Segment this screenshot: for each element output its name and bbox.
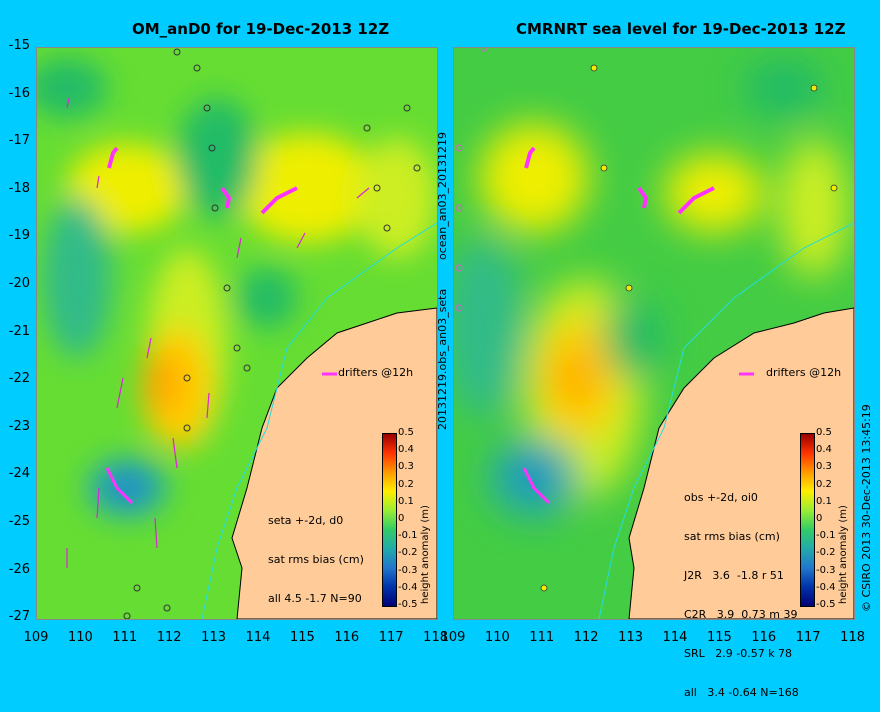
left-vertical-text: 20131219.obs_an03_seta <box>436 288 449 430</box>
y-tick-label: -15 <box>8 38 30 53</box>
colorbar-tick-label: 0.2 <box>816 478 832 490</box>
right-colorbar <box>800 433 815 607</box>
colorbar-tick-label: -0.2 <box>398 547 418 559</box>
left-map-panel <box>36 47 438 620</box>
x-tick-label: 116 <box>751 630 777 645</box>
right-stats-line: sat rms bias (cm) <box>684 530 780 543</box>
colorbar-tick-label: 0.1 <box>816 495 832 507</box>
y-tick-label: -22 <box>8 371 30 387</box>
left-vertical-text-top: ocean_an03_20131219 <box>436 132 449 260</box>
y-tick-label: -18 <box>8 180 30 196</box>
right-panel-title: CMRNRT sea level for 19-Dec-2013 12Z <box>516 20 846 38</box>
colorbar-tick-label: 0.5 <box>816 427 832 438</box>
right-stats-line: obs +-2d, oi0 <box>684 491 758 504</box>
left-stats-line: all 4.5 -1.7 N=90 <box>268 592 362 605</box>
x-tick-label: 110 <box>484 630 510 645</box>
y-tick-label: -20 <box>8 276 30 291</box>
x-tick-label: 117 <box>795 630 821 645</box>
y-tick-label: -16 <box>8 85 30 101</box>
right-stats: obs +-2d, oi0 sat rms bias (cm) J2R 3.6 … <box>684 465 799 712</box>
left-stats-line: seta +-2d, d0 <box>268 514 344 527</box>
colorbar-tick-label: 0 <box>398 513 405 524</box>
x-tick-label: 113 <box>618 630 643 645</box>
x-tick-label: 111 <box>529 630 555 645</box>
colorbar-tick-label: -0.1 <box>398 530 418 542</box>
colorbar-tick-label: 0.1 <box>398 495 414 507</box>
right-stats-line: SRL 2.9 -0.57 k 78 <box>684 647 793 660</box>
left-colorbar <box>382 433 397 607</box>
left-stats: seta +-2d, d0 sat rms bias (cm) all 4.5 … <box>268 488 364 618</box>
colorbar-tick-label: -0.3 <box>816 564 836 576</box>
right-map-panel <box>453 47 855 620</box>
left-panel-title: OM_anD0 for 19-Dec-2013 12Z <box>132 20 390 38</box>
x-tick-label: 112 <box>573 630 599 645</box>
left-map <box>37 48 437 619</box>
x-tick-label: 117 <box>378 630 404 645</box>
y-tick-label: -17 <box>8 133 30 149</box>
x-tick-label: 115 <box>706 630 732 645</box>
colorbar-tick-label: -0.2 <box>816 547 836 559</box>
x-tick-label: 114 <box>245 630 271 645</box>
x-tick-label: 111 <box>112 630 138 645</box>
colorbar-tick-label: 0.2 <box>398 478 414 490</box>
colorbar-tick-label: 0.3 <box>816 461 832 473</box>
right-stats-line: all 3.4 -0.64 N=168 <box>684 686 799 699</box>
y-tick-label: -27 <box>8 609 30 625</box>
colorbar-tick-label: -0.1 <box>816 530 836 542</box>
x-tick-label: 116 <box>334 630 360 645</box>
x-tick-label: 118 <box>840 630 865 645</box>
y-tick-label: -21 <box>8 323 30 339</box>
x-tick-label: 118 <box>423 630 448 645</box>
colorbar-tick-label: -0.4 <box>398 581 418 593</box>
colorbar-tick-label: 0.4 <box>816 444 832 456</box>
colorbar-tick-label: 0.3 <box>398 461 414 473</box>
x-tick-label: 109 <box>440 630 466 645</box>
x-tick-label: 115 <box>289 630 315 645</box>
right-stats-line: C2R 3.9 0.73 m 39 <box>684 608 798 621</box>
colorbar-tick-label: -0.3 <box>398 564 418 576</box>
right-stats-line: J2R 3.6 -1.8 r 51 <box>684 569 784 582</box>
left-stats-line: sat rms bias (cm) <box>268 553 364 566</box>
right-vertical-text: © CSIRO 2013 30-Dec-2013 13:45:19 <box>860 404 873 612</box>
y-tick-label: -25 <box>8 514 30 529</box>
right-colorbar-label: height anomaly (m) <box>838 505 849 604</box>
y-tick-label: -19 <box>8 228 30 244</box>
x-tick-label: 110 <box>67 630 93 645</box>
colorbar-tick-label: 0.4 <box>398 444 414 456</box>
colorbar-tick-label: -0.5 <box>816 599 836 610</box>
colorbar-tick-label: 0.5 <box>398 427 414 438</box>
x-tick-label: 114 <box>662 630 688 645</box>
x-tick-label: 109 <box>23 630 49 645</box>
right-map <box>454 48 854 619</box>
x-tick-label: 112 <box>156 630 182 645</box>
y-tick-label: -24 <box>8 466 30 482</box>
colorbar-tick-label: -0.5 <box>398 599 418 610</box>
right-drifters-label: drifters @12h <box>766 366 842 379</box>
colorbar-tick-label: -0.4 <box>816 581 836 593</box>
colorbar-tick-label: 0 <box>816 513 823 524</box>
y-tick-label: -26 <box>8 561 30 577</box>
y-tick-label: -23 <box>8 418 30 434</box>
left-drifters-label: drifters @12h <box>338 366 414 379</box>
x-tick-label: 113 <box>201 630 226 645</box>
left-colorbar-label: height anomaly (m) <box>420 505 431 604</box>
